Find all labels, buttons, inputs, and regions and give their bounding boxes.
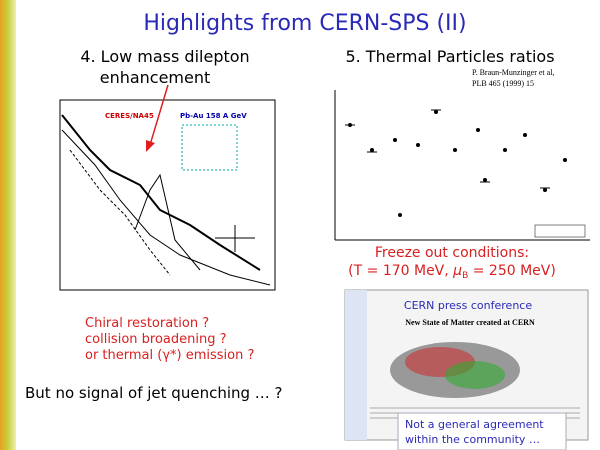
freeze-out-conditions: (T = 170 MeV, μB = 250 MeV)	[348, 263, 556, 281]
bottom-question: But no signal of jet quenching … ?	[25, 384, 283, 402]
plot-label: CERES/NA45	[105, 112, 154, 120]
right-heading: 5. Thermal Particles ratios	[345, 47, 554, 66]
left-heading: 4. Low mass dilepton	[80, 47, 249, 66]
note-box	[397, 412, 567, 450]
arrow	[149, 84, 169, 146]
title: Highlights from CERN-SPS (II)	[143, 11, 466, 36]
question: Chiral restoration ?	[85, 316, 209, 331]
left-heading: enhancement	[100, 68, 211, 87]
citation: PLB 465 (1999) 15	[472, 79, 534, 88]
arrow-head	[146, 140, 155, 152]
plot-label: Pb-Au 158 A GeV	[180, 112, 247, 120]
freeze-out: Freeze out conditions:	[375, 245, 529, 261]
dilepton-plot: CERES/NA45 Pb-Au 158 A GeV	[59, 99, 276, 291]
ratios-plot	[334, 90, 590, 241]
question: collision broadening ?	[85, 332, 227, 347]
note: within the community …	[405, 433, 540, 446]
press-caption: CERN press conference	[404, 299, 532, 312]
decor-strip	[0, 0, 16, 450]
press-headline: New State of Matter created at CERN	[405, 318, 535, 327]
question: or thermal (γ*) emission ?	[85, 348, 254, 363]
citation: P. Braun-Munzinger et al,	[472, 68, 554, 77]
note: Not a general agreement	[405, 418, 544, 431]
